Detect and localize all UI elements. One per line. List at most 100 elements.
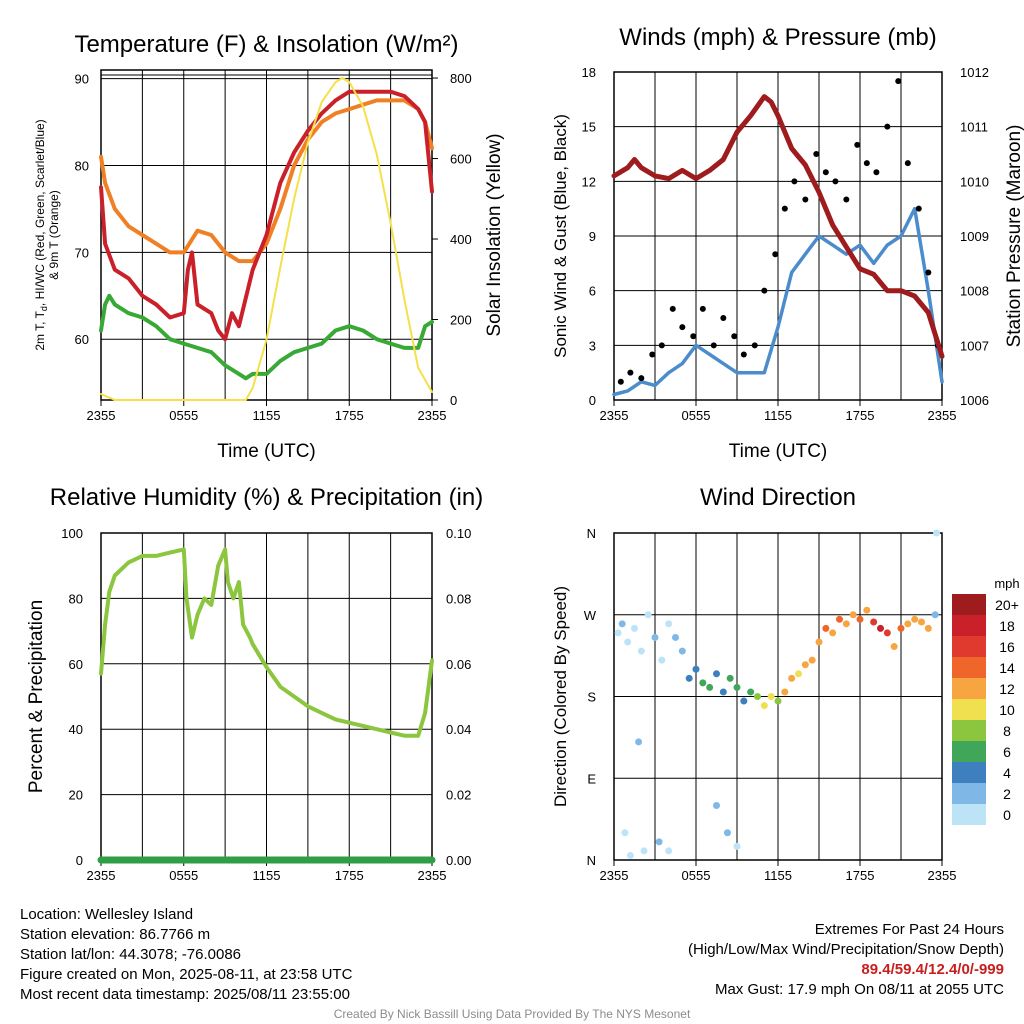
gust-point bbox=[781, 205, 788, 212]
x-axis-label: Time (UTC) bbox=[729, 441, 828, 462]
latlon-text: Station lat/lon: 44.3078; -76.0086 bbox=[20, 946, 242, 963]
wind-direction-point bbox=[754, 693, 761, 700]
colorbar-label: 14 bbox=[999, 660, 1015, 676]
colorbar-swatch bbox=[952, 720, 986, 741]
colorbar-swatch bbox=[952, 783, 986, 804]
x-tick-label: 0555 bbox=[682, 408, 711, 423]
wind-direction-point bbox=[829, 629, 837, 637]
x-axis-label: Time (UTC) bbox=[217, 441, 316, 462]
temperature-series-1 bbox=[99, 98, 434, 264]
wind-direction-point bbox=[856, 615, 864, 623]
wind-direction-point bbox=[788, 674, 796, 682]
wind-direction-point bbox=[842, 620, 850, 628]
colorbar-label: 0 bbox=[1003, 807, 1011, 823]
colorbar-label: 18 bbox=[999, 618, 1015, 634]
colorbar-label: 2 bbox=[1003, 786, 1011, 802]
x-tick-label: 0555 bbox=[169, 408, 198, 423]
wind-direction-point bbox=[836, 615, 843, 623]
y-tick-label-left: 80 bbox=[75, 159, 89, 174]
colorbar-swatch bbox=[952, 741, 986, 762]
wind-direction-point bbox=[719, 688, 727, 696]
wind-direction-point bbox=[808, 656, 816, 664]
wind-direction-point bbox=[801, 661, 809, 669]
y-tick-label-right: 0.10 bbox=[446, 526, 471, 541]
gust-point bbox=[791, 178, 798, 185]
wind-direction-point bbox=[924, 624, 932, 632]
wind-direction-point bbox=[877, 624, 884, 632]
wind-direction-point bbox=[644, 611, 652, 619]
credit-text: Created By Nick Bassill Using Data Provi… bbox=[333, 1007, 691, 1021]
y-tick-label-left: 90 bbox=[75, 72, 89, 87]
wind-direction-point bbox=[767, 693, 775, 700]
colorbar-label: 16 bbox=[999, 639, 1015, 655]
colorbar-swatch bbox=[952, 699, 986, 720]
chart-title: Temperature (F) & Insolation (W/m²) bbox=[74, 31, 458, 58]
wind-direction-point bbox=[733, 842, 741, 850]
gust-point bbox=[843, 196, 850, 203]
y-tick-label-left: W bbox=[584, 608, 597, 623]
y-tick-label-left: 18 bbox=[582, 65, 596, 80]
temperature-series-0 bbox=[99, 293, 434, 381]
wind-direction-point bbox=[795, 670, 802, 678]
colorbar-swatch bbox=[952, 657, 986, 678]
y-tick-label-left: 60 bbox=[75, 332, 89, 347]
wind-direction-point bbox=[933, 529, 941, 537]
gust-point bbox=[699, 305, 706, 312]
gust-point bbox=[761, 287, 768, 294]
gust-point bbox=[895, 78, 902, 85]
colorbar-swatch bbox=[952, 636, 986, 657]
gust-point bbox=[679, 324, 686, 331]
wind-direction-point bbox=[740, 697, 748, 705]
gust-point bbox=[627, 369, 634, 376]
colorbar-units: mph bbox=[994, 576, 1019, 591]
y-tick-label-left: 40 bbox=[69, 722, 83, 737]
gust-point bbox=[863, 160, 870, 167]
y-tick-label-right: 1007 bbox=[960, 338, 989, 353]
y-tick-label-right: 0 bbox=[450, 393, 457, 408]
y-axis-label-left-line2: & 9m T (Orange) bbox=[47, 190, 61, 280]
wind-direction-point bbox=[883, 629, 891, 637]
x-tick-label: 2355 bbox=[418, 408, 447, 423]
x-tick-label: 1155 bbox=[764, 868, 792, 883]
wind-direction-point bbox=[931, 611, 939, 619]
y-tick-label-left: N bbox=[587, 853, 596, 868]
wind-direction-point bbox=[637, 647, 645, 655]
gust-point bbox=[915, 205, 922, 212]
chart-title: Relative Humidity (%) & Precipitation (i… bbox=[50, 484, 483, 511]
wind-direction-point bbox=[904, 620, 912, 628]
y-tick-label-left: 9 bbox=[589, 229, 596, 244]
y-tick-label-left: 60 bbox=[69, 657, 83, 672]
wind-direction-point bbox=[651, 633, 659, 641]
wind-direction-point bbox=[618, 620, 626, 628]
y-tick-label-right: 400 bbox=[450, 232, 472, 247]
gust-point bbox=[740, 351, 747, 358]
gust-point bbox=[690, 333, 697, 340]
wind-direction-point bbox=[706, 683, 714, 691]
wind-direction-point bbox=[897, 624, 905, 632]
wind-direction-point bbox=[822, 624, 830, 632]
y-tick-label-left: E bbox=[587, 771, 596, 786]
y-tick-label-left: 70 bbox=[75, 245, 89, 260]
gust-point bbox=[813, 151, 820, 157]
wind-direction-point bbox=[635, 738, 643, 746]
y-tick-label-right: 1010 bbox=[960, 174, 989, 189]
wind-direction-point bbox=[918, 618, 925, 626]
wind-direction-point bbox=[678, 647, 686, 655]
wind-direction-point bbox=[863, 606, 871, 614]
x-tick-label: 0555 bbox=[169, 868, 198, 883]
recent-data-text: Most recent data timestamp: 2025/08/11 2… bbox=[20, 986, 350, 1003]
elevation-text: Station elevation: 86.7766 m bbox=[20, 926, 211, 943]
x-tick-label: 0555 bbox=[682, 868, 711, 883]
wind-direction-point bbox=[911, 615, 919, 623]
gust-point bbox=[802, 196, 809, 203]
y-tick-label-right: 0.00 bbox=[446, 853, 471, 868]
wind-direction-point bbox=[726, 674, 734, 682]
wind-direction-point bbox=[849, 611, 857, 619]
y-tick-label-left: 80 bbox=[69, 591, 83, 606]
y-tick-label-right: 0.06 bbox=[446, 657, 471, 672]
gust-point bbox=[751, 342, 758, 349]
x-tick-label: 2355 bbox=[87, 868, 116, 883]
wind-direction-point bbox=[626, 851, 634, 859]
y-tick-label-right: 1006 bbox=[960, 393, 989, 408]
y-tick-label-left: 15 bbox=[582, 120, 596, 135]
